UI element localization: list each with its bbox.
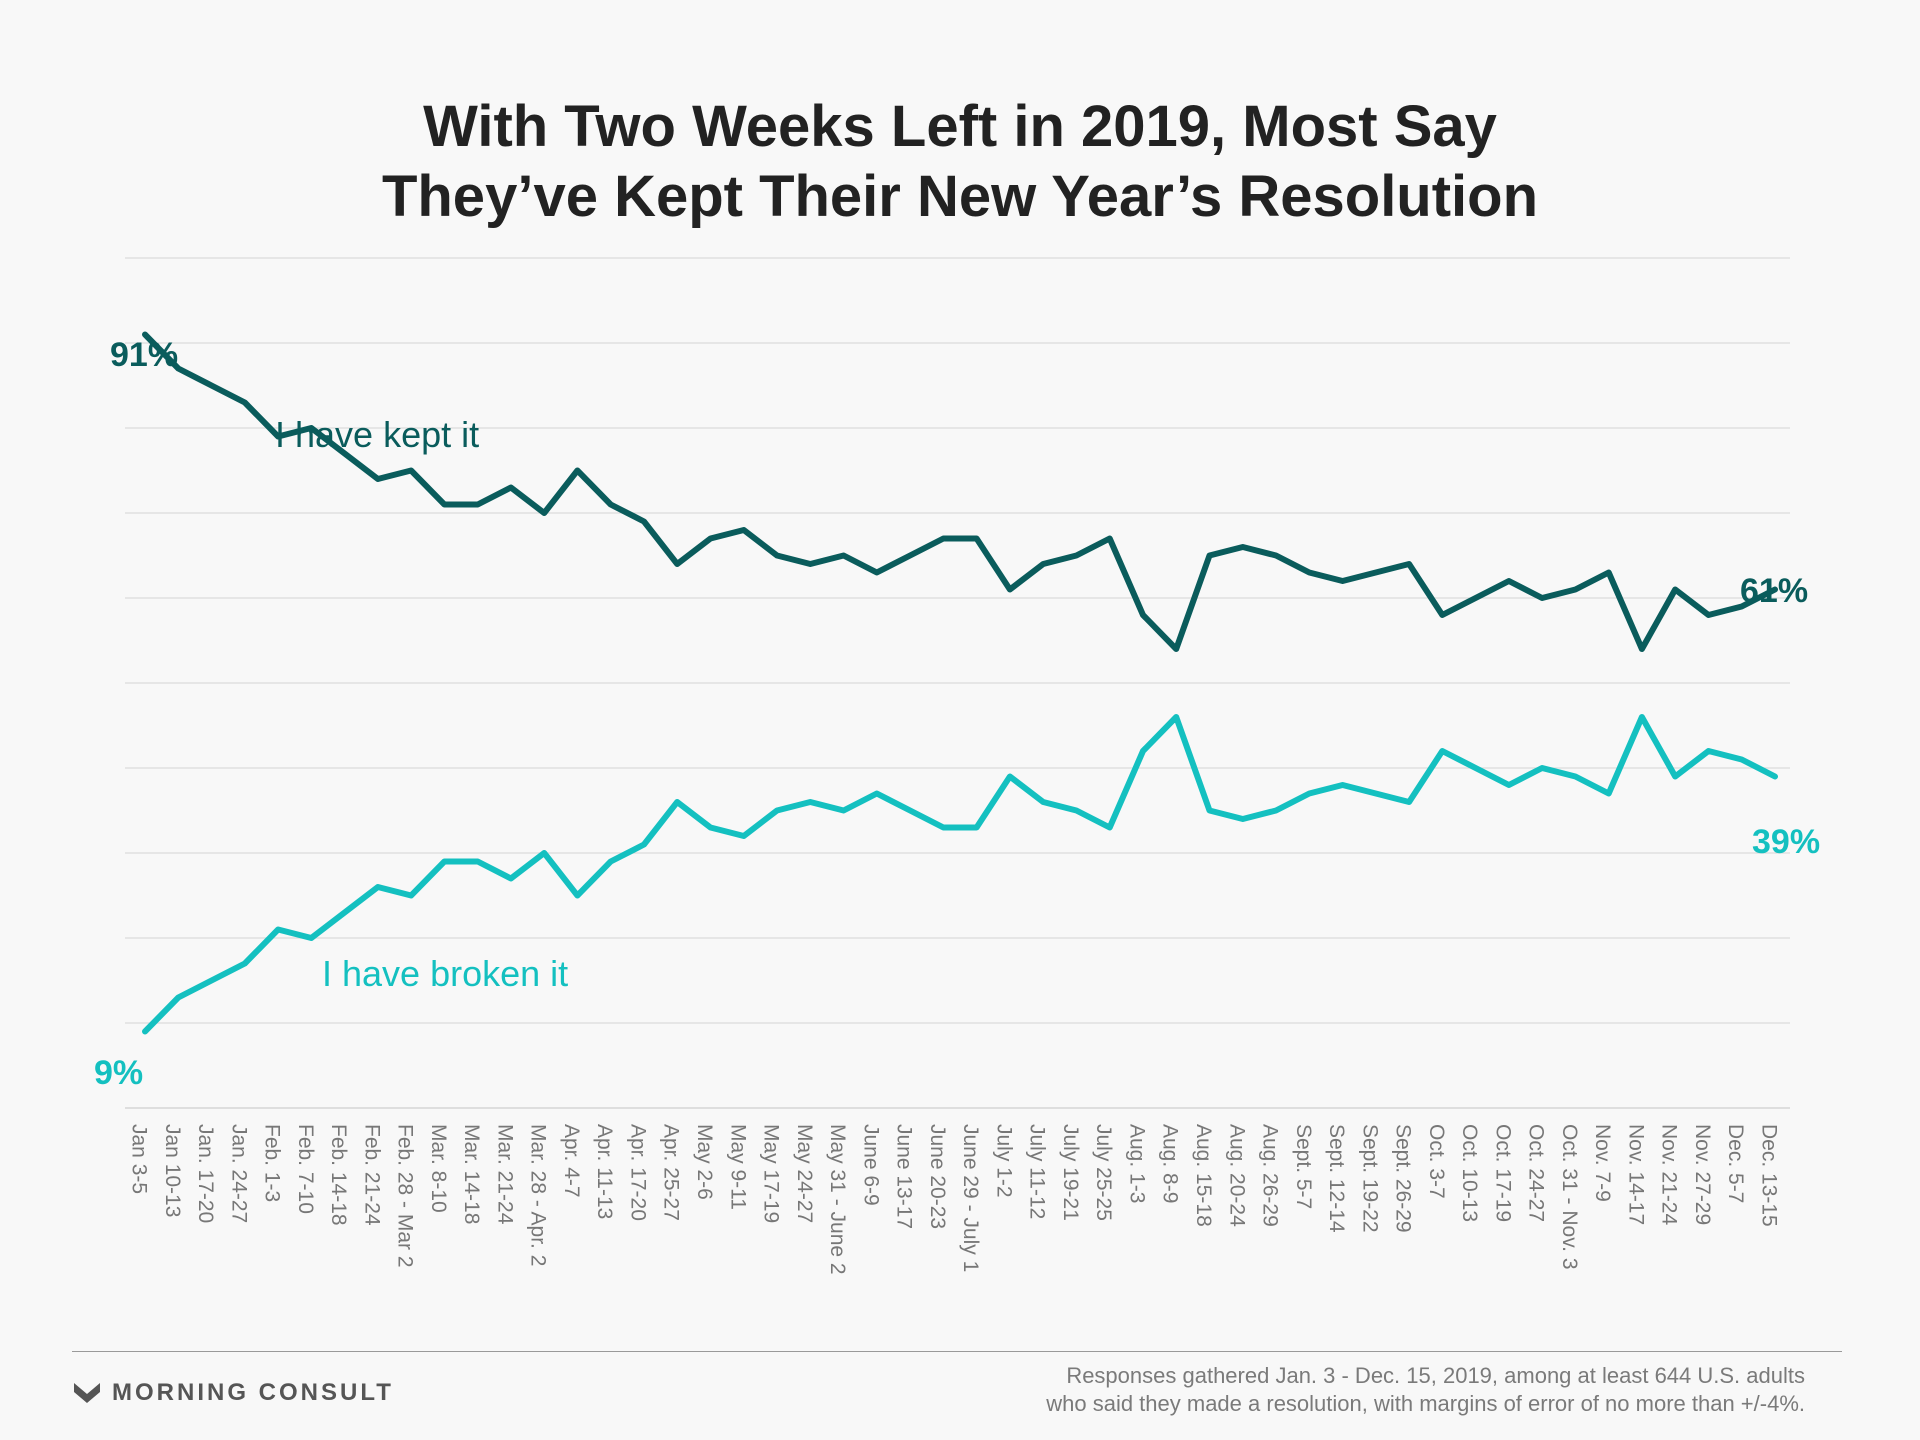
- gridlines: [125, 257, 1790, 1109]
- chart-title-line-2: They’ve Kept Their New Year’s Resolution: [381, 164, 1539, 229]
- x-tick-label: Mar. 8-10: [427, 1124, 450, 1213]
- x-tick-label: Jan 3-5: [127, 1124, 150, 1194]
- x-tick-label: Aug. 15-18: [1192, 1124, 1215, 1227]
- end-value-label-kept: 61%: [1740, 572, 1808, 610]
- x-tick-label: Feb. 1-3: [261, 1124, 284, 1202]
- x-tick-label: Apr. 25-27: [660, 1124, 683, 1221]
- series-lines: [142, 331, 1778, 1035]
- x-tick-label: Oct. 24-27: [1525, 1124, 1548, 1222]
- x-tick-label: Nov. 14-17: [1624, 1124, 1647, 1225]
- x-tick-label: Feb. 14-18: [327, 1124, 350, 1226]
- series-label-broken: I have broken it: [322, 953, 568, 994]
- x-tick-label: Oct. 17-19: [1491, 1124, 1514, 1222]
- x-tick-label: Nov. 21-24: [1658, 1124, 1681, 1225]
- x-tick-label: May 24-27: [793, 1124, 816, 1223]
- footnote: Responses gathered Jan. 3 - Dec. 15, 201…: [1046, 1362, 1805, 1418]
- x-tick-label: Oct. 31 - Nov. 3: [1558, 1124, 1581, 1270]
- x-tick-label: Feb. 7-10: [294, 1124, 317, 1214]
- x-tick-label: June 13-17: [893, 1124, 916, 1229]
- x-tick-label: Jan. 17-20: [194, 1124, 217, 1223]
- x-axis-tick-labels: Jan 3-5 Jan 10-13 Jan. 17-20 Jan. 24-27 Feb.…: [127, 1124, 1780, 1275]
- x-tick-label: May 2-6: [693, 1124, 716, 1200]
- x-tick-label: Apr. 4-7: [560, 1124, 583, 1198]
- footnote-line-2: who said they made a resolution, with ma…: [1046, 1391, 1805, 1416]
- x-tick-label: Sept. 5-7: [1292, 1124, 1315, 1209]
- x-tick-label: June 29 - July 1: [959, 1124, 982, 1272]
- x-tick-label: Apr. 17-20: [626, 1124, 649, 1221]
- series-line-kept: [142, 331, 1778, 652]
- series-label-kept: I have kept it: [275, 414, 479, 455]
- x-tick-label: Jan 10-13: [161, 1124, 184, 1217]
- x-tick-label: Jan. 24-27: [227, 1124, 250, 1223]
- brand-logo-block: MORNING CONSULT: [72, 1378, 394, 1408]
- x-tick-label: Mar. 21-24: [493, 1124, 516, 1225]
- morning-consult-logo-icon: [74, 1383, 100, 1403]
- x-tick-label: Oct. 10-13: [1458, 1124, 1481, 1222]
- x-tick-label: Apr. 11-13: [593, 1124, 616, 1219]
- x-tick-label: July 11-12: [1026, 1124, 1049, 1219]
- footnote-line-1: Responses gathered Jan. 3 - Dec. 15, 201…: [1066, 1363, 1805, 1388]
- x-tick-label: Nov. 7-9: [1591, 1124, 1614, 1202]
- x-tick-label: Aug. 8-9: [1159, 1124, 1182, 1203]
- series-line-broken: [142, 714, 1778, 1035]
- x-tick-label: Dec. 5-7: [1724, 1124, 1747, 1203]
- x-tick-label: Sept. 19-22: [1358, 1124, 1381, 1233]
- x-tick-label: Sept. 26-29: [1392, 1124, 1415, 1233]
- x-tick-label: May 31 - June 2: [826, 1124, 849, 1275]
- x-tick-label: Oct. 3-7: [1425, 1124, 1448, 1199]
- x-tick-label: Sept. 12-14: [1325, 1124, 1348, 1233]
- x-tick-label: Mar. 14-18: [460, 1124, 483, 1224]
- chart-title-line-1: With Two Weeks Left in 2019, Most Say: [423, 94, 1497, 159]
- x-tick-label: June 20-23: [926, 1124, 949, 1229]
- x-tick-label: Mar. 28 - Apr. 2: [527, 1124, 550, 1266]
- x-tick-label: Aug. 1-3: [1125, 1124, 1148, 1203]
- end-value-label-broken: 39%: [1752, 823, 1820, 861]
- x-tick-label: July 1-2: [992, 1124, 1015, 1198]
- footer-divider: [72, 1351, 1842, 1352]
- x-tick-label: Feb. 21-24: [360, 1124, 383, 1226]
- x-tick-label: May 17-19: [759, 1124, 782, 1223]
- x-tick-label: Aug. 26-29: [1258, 1124, 1281, 1227]
- x-tick-label: Feb. 28 - Mar 2: [394, 1124, 417, 1268]
- x-tick-label: Aug. 20-24: [1225, 1124, 1248, 1227]
- start-value-label-kept: 91%: [110, 336, 178, 374]
- x-tick-label: Dec. 13-15: [1757, 1124, 1780, 1227]
- x-tick-label: Nov. 27-29: [1691, 1124, 1714, 1225]
- x-tick-label: June 6-9: [859, 1124, 882, 1206]
- x-tick-label: July 19-21: [1059, 1124, 1082, 1221]
- brand-name: MORNING CONSULT: [112, 1379, 394, 1406]
- x-tick-label: July 25-25: [1092, 1124, 1115, 1221]
- start-value-label-broken: 9%: [94, 1054, 143, 1092]
- data-labels: I have kept it I have broken it 91% 61% 9% 39…: [94, 336, 1820, 1092]
- x-tick-label: May 9-11: [726, 1124, 749, 1210]
- chart-title: With Two Weeks Left in 2019, Most Say Th…: [0, 92, 1920, 232]
